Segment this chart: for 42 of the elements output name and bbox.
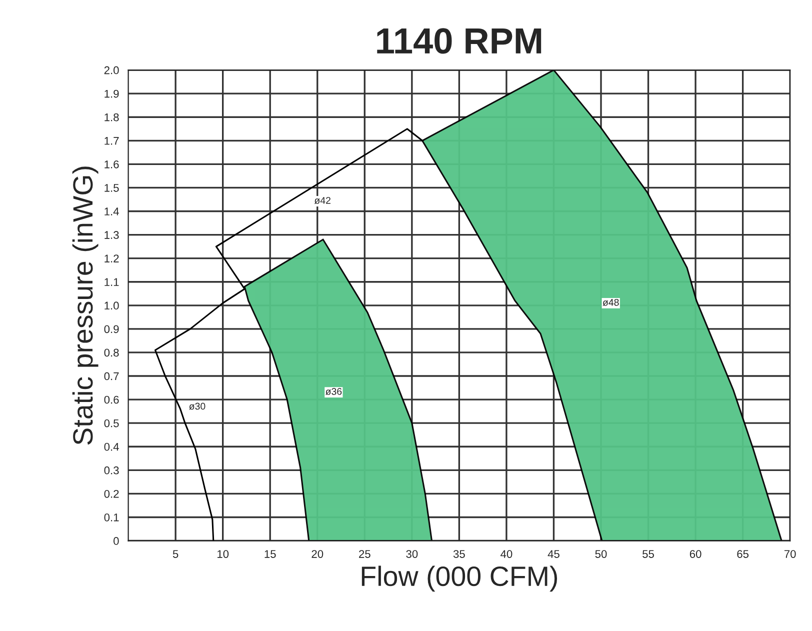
x-tick-label: 15 [264, 550, 276, 558]
y-tick-label: 1.9 [104, 90, 119, 98]
x-tick-label: 60 [690, 550, 702, 558]
y-axis-title: Static pressure (inWG) [72, 166, 98, 445]
y-tick-label: 0.4 [104, 442, 119, 451]
x-tick-label: 20 [312, 550, 324, 558]
y-tick-label: 1.3 [104, 231, 119, 239]
y-tick-label: 1.6 [104, 160, 119, 168]
x-tick-label: 50 [595, 550, 607, 558]
x-tick-label: 30 [406, 550, 418, 558]
series-label: ø30 [189, 402, 206, 410]
x-tick-label: 10 [218, 550, 229, 558]
y-tick-label: 0.2 [104, 490, 119, 498]
y-tick-label: 1.7 [104, 137, 119, 145]
y-tick-label: 0.6 [104, 396, 119, 404]
y-tick-label: 1.5 [104, 184, 119, 192]
x-tick-label: 40 [500, 550, 512, 558]
series-label: ø42 [314, 196, 330, 204]
x-tick-label: 5 [172, 550, 178, 558]
series-label: ø36 [326, 388, 342, 395]
y-tick-label: 0 [114, 537, 119, 545]
x-tick-label: 65 [737, 550, 749, 558]
x-tick-label: 45 [548, 550, 560, 558]
y-tick-label: 0.9 [104, 325, 119, 334]
y-tick-label: 0.8 [104, 348, 119, 357]
y-tick-label: 0.3 [104, 466, 119, 474]
y-tick-label: 2.0 [104, 66, 119, 74]
y-tick-label: 1.0 [104, 302, 119, 310]
x-tick-label: 70 [784, 550, 796, 558]
x-tick-label: 25 [359, 550, 370, 558]
x-axis-title: Flow (000 CFM) [362, 566, 558, 592]
chart-title: 1140 RPM [377, 28, 542, 54]
series-label: ø48 [602, 298, 619, 306]
y-tick-label: 0.5 [104, 419, 119, 428]
y-tick-label: 1.8 [104, 113, 119, 122]
y-tick-label: 1.2 [104, 254, 119, 262]
x-tick-label: 35 [453, 550, 465, 558]
y-tick-label: 0.1 [104, 514, 119, 522]
y-tick-label: 0.7 [104, 372, 119, 380]
x-tick-label: 55 [642, 550, 654, 558]
y-tick-label: 1.1 [104, 278, 119, 286]
y-tick-label: 1.4 [104, 208, 119, 216]
